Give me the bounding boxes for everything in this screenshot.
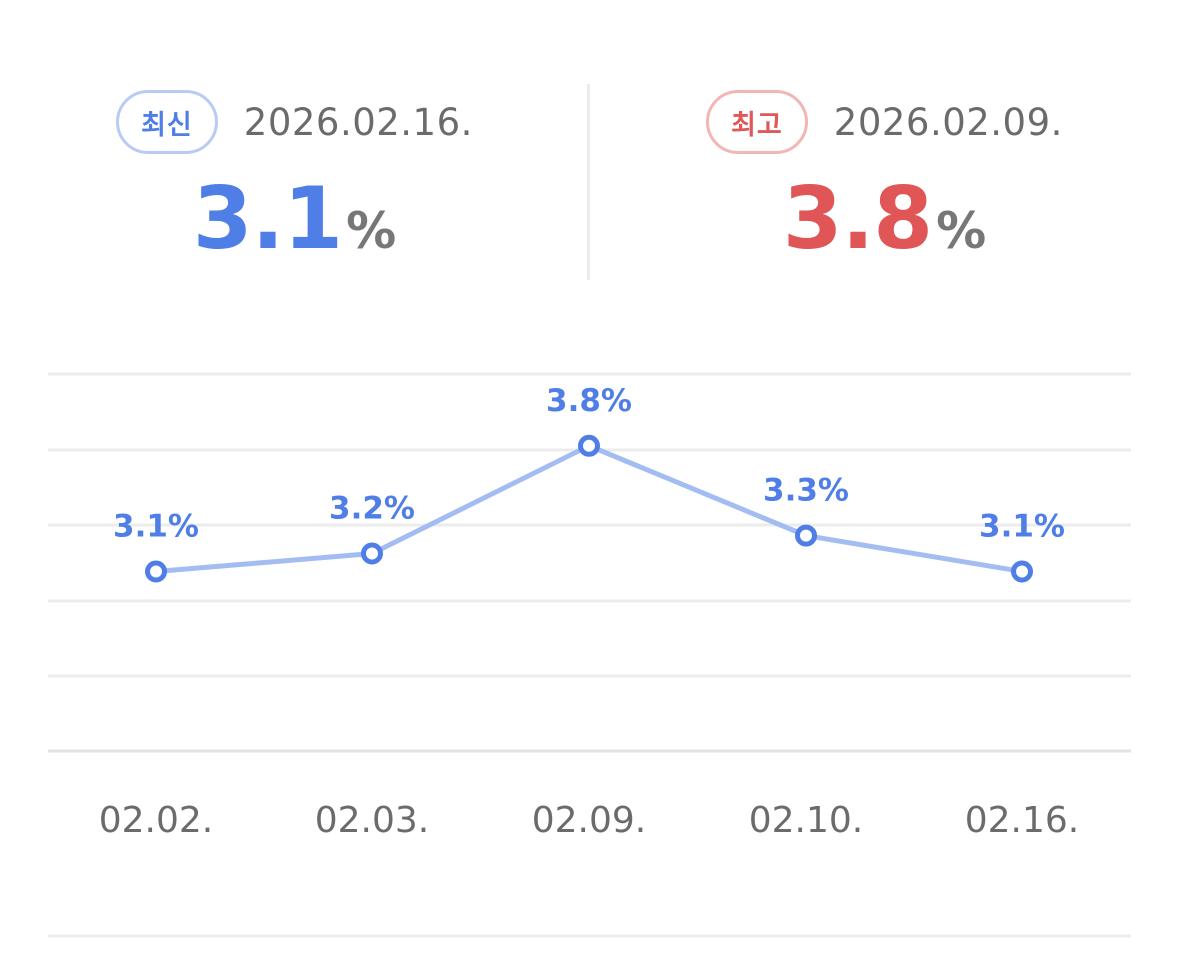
highest-date: 2026.02.09. <box>833 100 1063 144</box>
chart-x-ticks: 02.02. 02.03. 02.09. 02.10. 02.16. <box>99 800 1080 841</box>
latest-value-row: 3.1 % <box>0 176 589 276</box>
data-label: 3.1% <box>979 508 1065 544</box>
highest-unit: % <box>936 202 987 260</box>
data-point-02.03. <box>361 542 383 565</box>
highest-value: 3.8 <box>782 169 933 269</box>
x-tick-label: 02.09. <box>532 800 647 841</box>
summary-divider <box>587 84 590 280</box>
data-label: 3.2% <box>329 491 415 527</box>
data-label: 3.8% <box>546 383 632 419</box>
chart-gridlines <box>48 372 1131 938</box>
x-tick-label: 02.02. <box>99 800 214 841</box>
highest-badge: 최고 <box>706 90 808 154</box>
x-tick-label: 02.16. <box>965 800 1080 841</box>
latest-unit: % <box>346 202 397 260</box>
data-label: 3.1% <box>113 508 199 544</box>
data-point-02.02. <box>145 560 167 583</box>
data-point-02.10. <box>795 524 817 547</box>
highest-stat-header: 최고 2026.02.09. <box>590 88 1179 156</box>
chart-data-labels: 3.1% 3.2% 3.8% 3.3% 3.1% <box>113 383 1065 545</box>
latest-stat-header: 최신 2026.02.16. <box>0 88 589 156</box>
data-label: 3.3% <box>763 473 849 509</box>
highest-stat: 최고 2026.02.09. 3.8 % <box>590 88 1179 288</box>
chart-points <box>145 434 1033 583</box>
data-point-02.16. <box>1011 560 1033 583</box>
latest-date: 2026.02.16. <box>243 100 473 144</box>
latest-badge: 최신 <box>116 90 218 154</box>
x-tick-label: 02.03. <box>315 800 430 841</box>
latest-stat: 최신 2026.02.16. 3.1 % <box>0 88 589 288</box>
latest-value: 3.1 <box>192 169 343 269</box>
chart-series-line <box>153 443 1025 574</box>
summary-panel: 최신 2026.02.16. 3.1 % 최고 2026.02.09. 3.8 … <box>0 0 1179 300</box>
highest-value-row: 3.8 % <box>590 176 1179 276</box>
data-point-02.09. <box>578 434 600 457</box>
x-tick-label: 02.10. <box>749 800 864 841</box>
series-line <box>153 443 1025 574</box>
